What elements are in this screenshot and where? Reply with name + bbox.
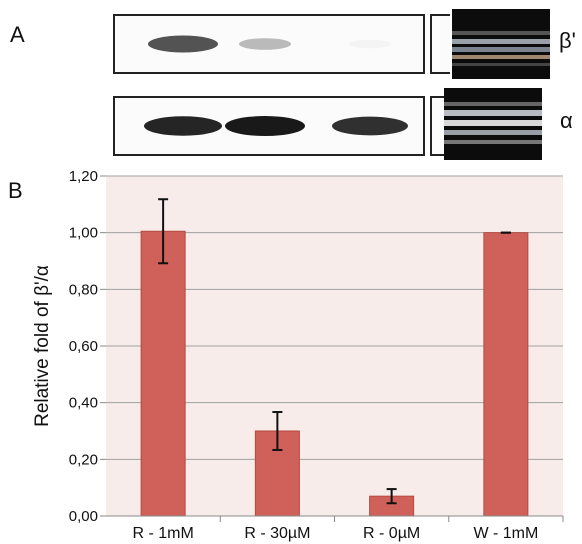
blot-row-alpha xyxy=(113,96,425,156)
panel-a-label: A xyxy=(10,22,25,47)
error-bars xyxy=(158,198,511,505)
x-tick-label: R - 30µM xyxy=(244,525,310,542)
blot-band xyxy=(225,116,305,136)
bar xyxy=(140,230,186,517)
blot-label-alpha: α xyxy=(560,108,573,133)
blot-bracket-bottom xyxy=(430,96,444,156)
y-tick-label: 0,60 xyxy=(69,338,98,355)
bar xyxy=(483,232,529,517)
panel-b-label: B xyxy=(8,178,23,203)
blot-alpha-bands xyxy=(144,116,408,136)
x-tick-label: R - 1mM xyxy=(132,525,193,542)
blot-thumbnail-top xyxy=(452,9,550,79)
blot-label-beta-prime: β' xyxy=(559,28,576,53)
blot-beta-bands xyxy=(148,35,391,53)
y-tick-label: 0,20 xyxy=(69,451,98,468)
x-tick-label: W - 1mM xyxy=(473,525,538,542)
blot-thumbnail-bottom xyxy=(444,88,542,160)
bars xyxy=(140,230,529,517)
y-tick-label: 0,00 xyxy=(69,508,98,525)
y-tick-label: 1,00 xyxy=(69,225,98,242)
y-tick-labels: 0,00 0,20 0,40 0,60 0,80 1,00 1,20 xyxy=(69,168,98,525)
blot-bracket-top xyxy=(430,14,450,74)
blot-band xyxy=(332,116,408,136)
y-tick-label: 1,20 xyxy=(69,168,98,185)
blot-band xyxy=(239,38,291,50)
x-tick-label: R - 0µM xyxy=(363,525,420,542)
blot-row-beta-prime xyxy=(113,14,425,74)
blot-band xyxy=(144,116,222,136)
y-axis-label: Relative fold of β'/α xyxy=(32,265,53,427)
x-tick-labels: R - 1mM R - 30µM R - 0µM W - 1mM xyxy=(132,525,538,542)
blot-band xyxy=(349,39,391,49)
blot-band xyxy=(148,35,218,53)
y-tick-label: 0,80 xyxy=(69,281,98,298)
y-tick-label: 0,40 xyxy=(69,395,98,412)
